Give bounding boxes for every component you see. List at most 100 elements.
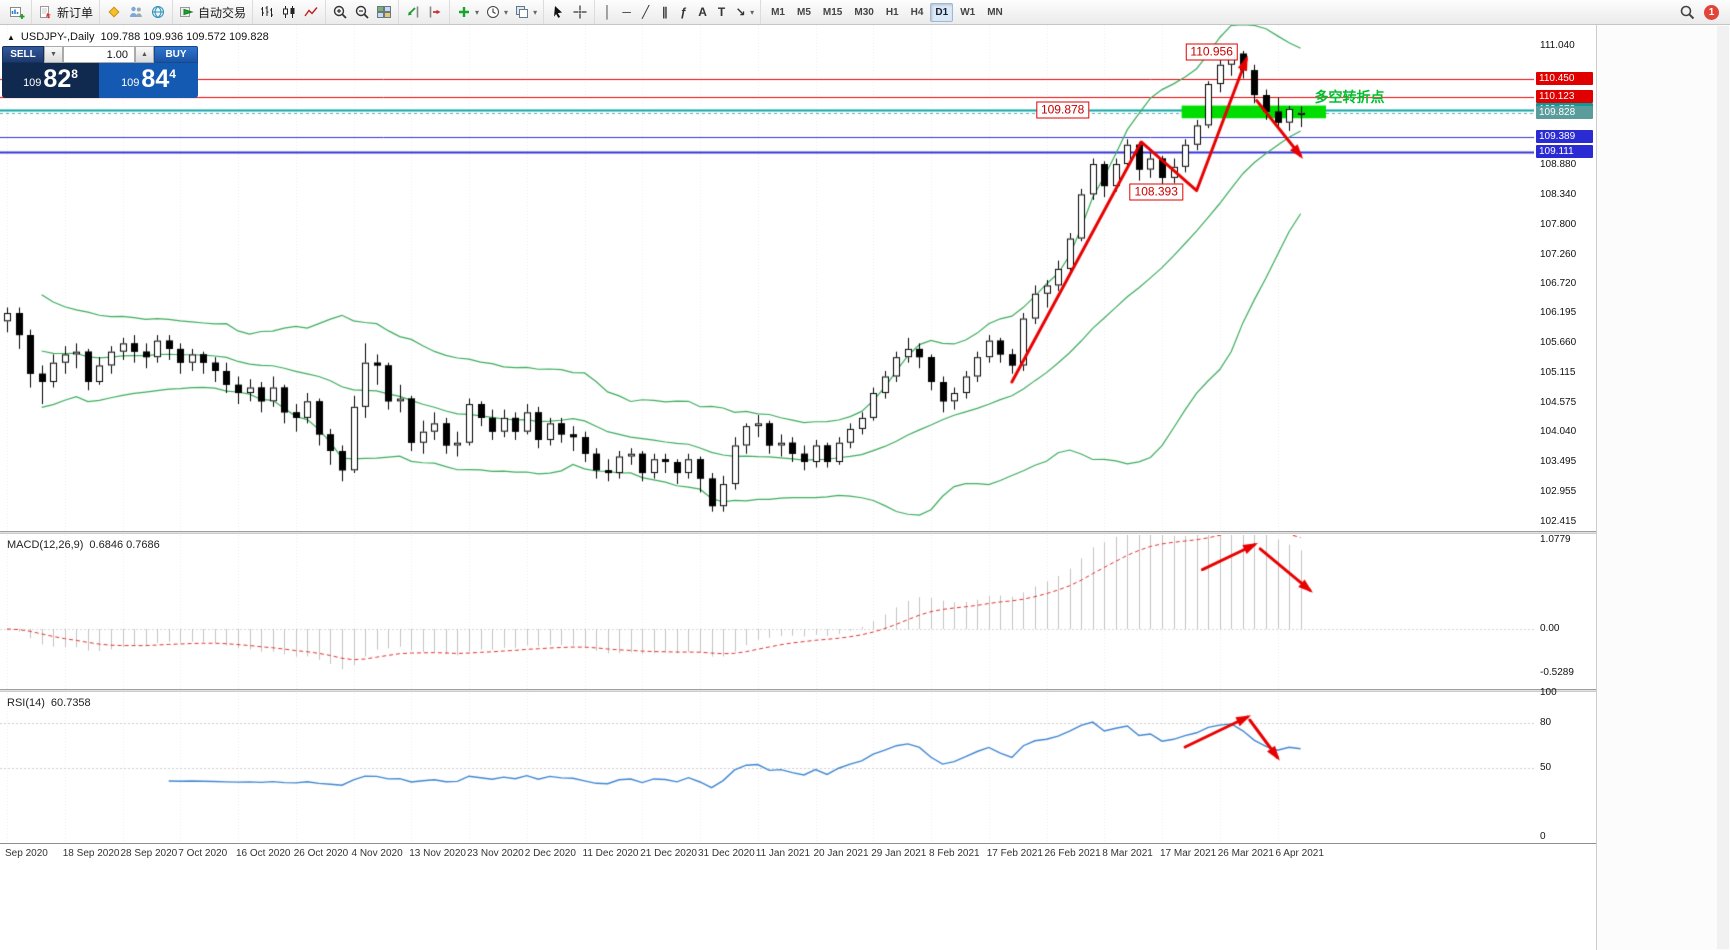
line-chart-button[interactable]: [300, 3, 322, 21]
bid-pip-digit: 8: [71, 67, 78, 81]
new-chart-button[interactable]: [6, 3, 28, 21]
text-label-button[interactable]: T: [712, 4, 731, 20]
ask-prefix: 109: [121, 77, 140, 89]
price-tag: 109.389: [1536, 130, 1593, 144]
ask-big-digits: 84: [141, 65, 170, 93]
equidistant-channel-button[interactable]: ∥: [655, 4, 674, 20]
timeframe-m15[interactable]: M15: [822, 6, 843, 18]
zoom-in-button[interactable]: [329, 3, 351, 21]
search-icon[interactable]: [1679, 4, 1695, 20]
bid-price[interactable]: 109 82 8: [2, 63, 99, 98]
time-axis-label: 8 Feb 2021: [929, 848, 980, 859]
cursor-button[interactable]: [547, 3, 569, 21]
templates-button[interactable]: ▾: [511, 3, 540, 21]
candlestick-chart-button[interactable]: [278, 3, 300, 21]
globe-icon: [150, 4, 166, 20]
order-icon: [38, 4, 54, 20]
ask-pip-digit: 4: [169, 67, 176, 81]
macd-axis-label: 1.0779: [1540, 533, 1571, 545]
vertical-scrollbar[interactable]: [1717, 26, 1729, 949]
time-axis-label: 16 Oct 2020: [236, 848, 291, 859]
volume-input[interactable]: 1.00: [63, 46, 135, 63]
chart-plus-icon: [9, 4, 25, 20]
chevron-down-icon: ▾: [504, 7, 509, 17]
timeframe-h4[interactable]: H4: [910, 6, 924, 18]
rsi-panel-canvas[interactable]: [0, 693, 1534, 843]
text-button-icon: A: [698, 5, 707, 19]
rsi-indicator-label: RSI(14) 60.7358: [7, 697, 91, 709]
time-axis-label: 28 Sep 2020: [120, 848, 178, 859]
notification-badge[interactable]: 1: [1704, 4, 1719, 20]
timeframe-mn[interactable]: MN: [987, 6, 1003, 18]
trendline-button[interactable]: ╱: [636, 4, 655, 20]
vertical-line-button[interactable]: │: [598, 4, 617, 20]
timeframe-m1[interactable]: M1: [771, 6, 785, 18]
rsi-value: 60.7358: [50, 697, 91, 709]
community-button[interactable]: [147, 3, 169, 21]
panel-separator[interactable]: [0, 531, 1596, 535]
time-axis-label: 11 Jan 2021: [755, 848, 811, 859]
turning-point-note[interactable]: 多空转折点: [1314, 88, 1385, 105]
peak-price-label[interactable]: 110.956: [1185, 43, 1238, 61]
timeframe-m5[interactable]: M5: [797, 6, 811, 18]
profiles-button[interactable]: [125, 3, 147, 21]
candles-icon: [281, 4, 297, 20]
indicators-button[interactable]: ▾: [453, 3, 482, 21]
timeframe-d1[interactable]: D1: [930, 2, 954, 22]
timeframe-h1[interactable]: H1: [885, 6, 899, 18]
time-axis-label: 23 Nov 2020: [467, 848, 524, 859]
chart-window: ▲ USDJPY-,Daily 109.788 109.936 109.572 …: [0, 25, 1596, 950]
chevron-down-icon: ▾: [475, 7, 480, 17]
horizontal-line-button-icon: ─: [622, 5, 631, 19]
autoscroll-icon: [405, 4, 421, 20]
bid-prefix: 109: [23, 77, 42, 89]
chevron-down-icon: ▾: [533, 7, 538, 17]
volume-down-button[interactable]: ▼: [44, 46, 63, 63]
time-axis-label: 31 Dec 2020: [698, 848, 755, 859]
metaeditor-button[interactable]: [103, 3, 125, 21]
auto-scroll-button[interactable]: [402, 3, 424, 21]
toolbar-right: 1: [1679, 4, 1727, 20]
sell-button[interactable]: SELL: [2, 46, 44, 63]
text-button[interactable]: A: [693, 4, 712, 20]
timeframe-m30[interactable]: M30: [854, 6, 874, 18]
time-axis-label: Sep 2020: [5, 848, 48, 859]
fibonacci-button[interactable]: ƒ: [674, 4, 693, 20]
arrows-button[interactable]: ↘ ▾: [731, 4, 757, 20]
fibonacci-button-icon: ƒ: [680, 5, 687, 19]
one-click-trading-panel: SELL ▼ 1.00 ▲ BUY 109 82 8 109 84 4: [2, 46, 198, 98]
price-tag: 110.123: [1536, 89, 1593, 103]
autotrading-button[interactable]: 自动交易: [176, 3, 249, 22]
new-order-button[interactable]: 新订单: [35, 3, 96, 22]
rsi-name: RSI(14): [7, 697, 45, 709]
buy-button[interactable]: BUY: [154, 46, 198, 63]
ask-price[interactable]: 109 84 4: [99, 63, 198, 98]
cursor-icon: [550, 4, 566, 20]
swing-low-price-label[interactable]: 108.393: [1129, 183, 1183, 201]
price-axis-label: 106.195: [1540, 307, 1577, 319]
zone-price-label[interactable]: 109.878: [1035, 101, 1090, 119]
periods-button[interactable]: ▾: [482, 3, 511, 21]
macd-panel-canvas[interactable]: [0, 535, 1534, 689]
chart-shift-button[interactable]: [424, 3, 446, 21]
bar-chart-button[interactable]: [256, 3, 278, 21]
crosshair-button[interactable]: [569, 3, 591, 21]
line-icon: [303, 4, 319, 20]
macd-name: MACD(12,26,9): [7, 539, 84, 551]
price-tag: 110.450: [1536, 71, 1593, 85]
price-axis-label: 105.115: [1540, 366, 1576, 378]
price-axis-label: 107.800: [1540, 218, 1577, 230]
play-icon: [179, 4, 195, 20]
price-axis-label: 108.340: [1540, 188, 1577, 200]
panel-separator[interactable]: [0, 689, 1596, 693]
price-axis-label: 108.880: [1540, 159, 1577, 171]
price-chart-canvas[interactable]: [0, 25, 1534, 531]
chart-title: ▲ USDJPY-,Daily 109.788 109.936 109.572 …: [7, 31, 269, 43]
volume-up-button[interactable]: ▲: [135, 46, 154, 63]
tile-windows-button[interactable]: [373, 3, 395, 21]
time-axis-label: 11 Dec 2020: [582, 848, 639, 859]
horizontal-line-button[interactable]: ─: [617, 4, 636, 20]
zoom-out-button[interactable]: [351, 3, 373, 21]
timeframe-w1[interactable]: W1: [960, 6, 976, 18]
shift-icon: [427, 4, 443, 20]
